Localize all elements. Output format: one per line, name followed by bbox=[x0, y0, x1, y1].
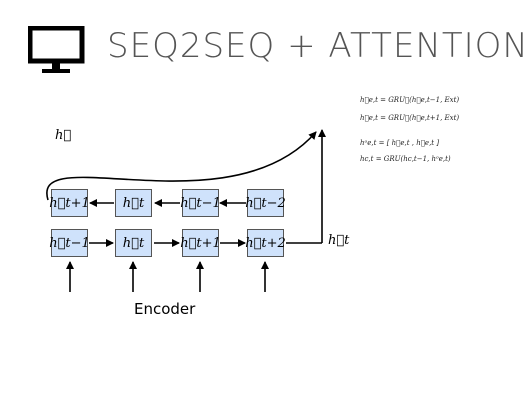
backward-cell-t-plus-1: h⃖t+1 bbox=[49, 189, 90, 217]
forward-output-label: h⃗t bbox=[328, 233, 350, 248]
forward-cell-t-minus-1: h⃗t−1 bbox=[49, 229, 90, 257]
monitor-icon bbox=[27, 25, 98, 80]
encoder-label: Encoder bbox=[134, 300, 196, 318]
backward-cell-t-minus-2: h⃖t−2 bbox=[245, 189, 286, 217]
equation-backward-gru: h⃖e,t = GRU⃖(h⃖e,t−1, Ext) bbox=[360, 96, 460, 104]
backward-cell-t: h⃖t bbox=[115, 189, 152, 217]
equation-decoder-gru: hc,t = GRU(hc,t−1, hᵒe,t) bbox=[360, 155, 451, 163]
equation-concat: hᵒe,t = [ h⃗e,t , h⃖e,t ] bbox=[360, 139, 440, 147]
backward-hidden-label: h⃖ bbox=[55, 128, 72, 143]
slide-title: SEQ2SEQ + ATTENTION bbox=[107, 26, 529, 66]
backward-cell-t-minus-1: h⃖t−1 bbox=[180, 189, 221, 217]
forward-cell-t-plus-1: h⃗t+1 bbox=[180, 229, 221, 257]
forward-cell-t: h⃗t bbox=[115, 229, 152, 257]
equation-forward-gru: h⃗e,t = GRU⃗(h⃗e,t+1, Ext) bbox=[360, 114, 460, 122]
forward-cell-t-plus-2: h⃗t+2 bbox=[245, 229, 286, 257]
